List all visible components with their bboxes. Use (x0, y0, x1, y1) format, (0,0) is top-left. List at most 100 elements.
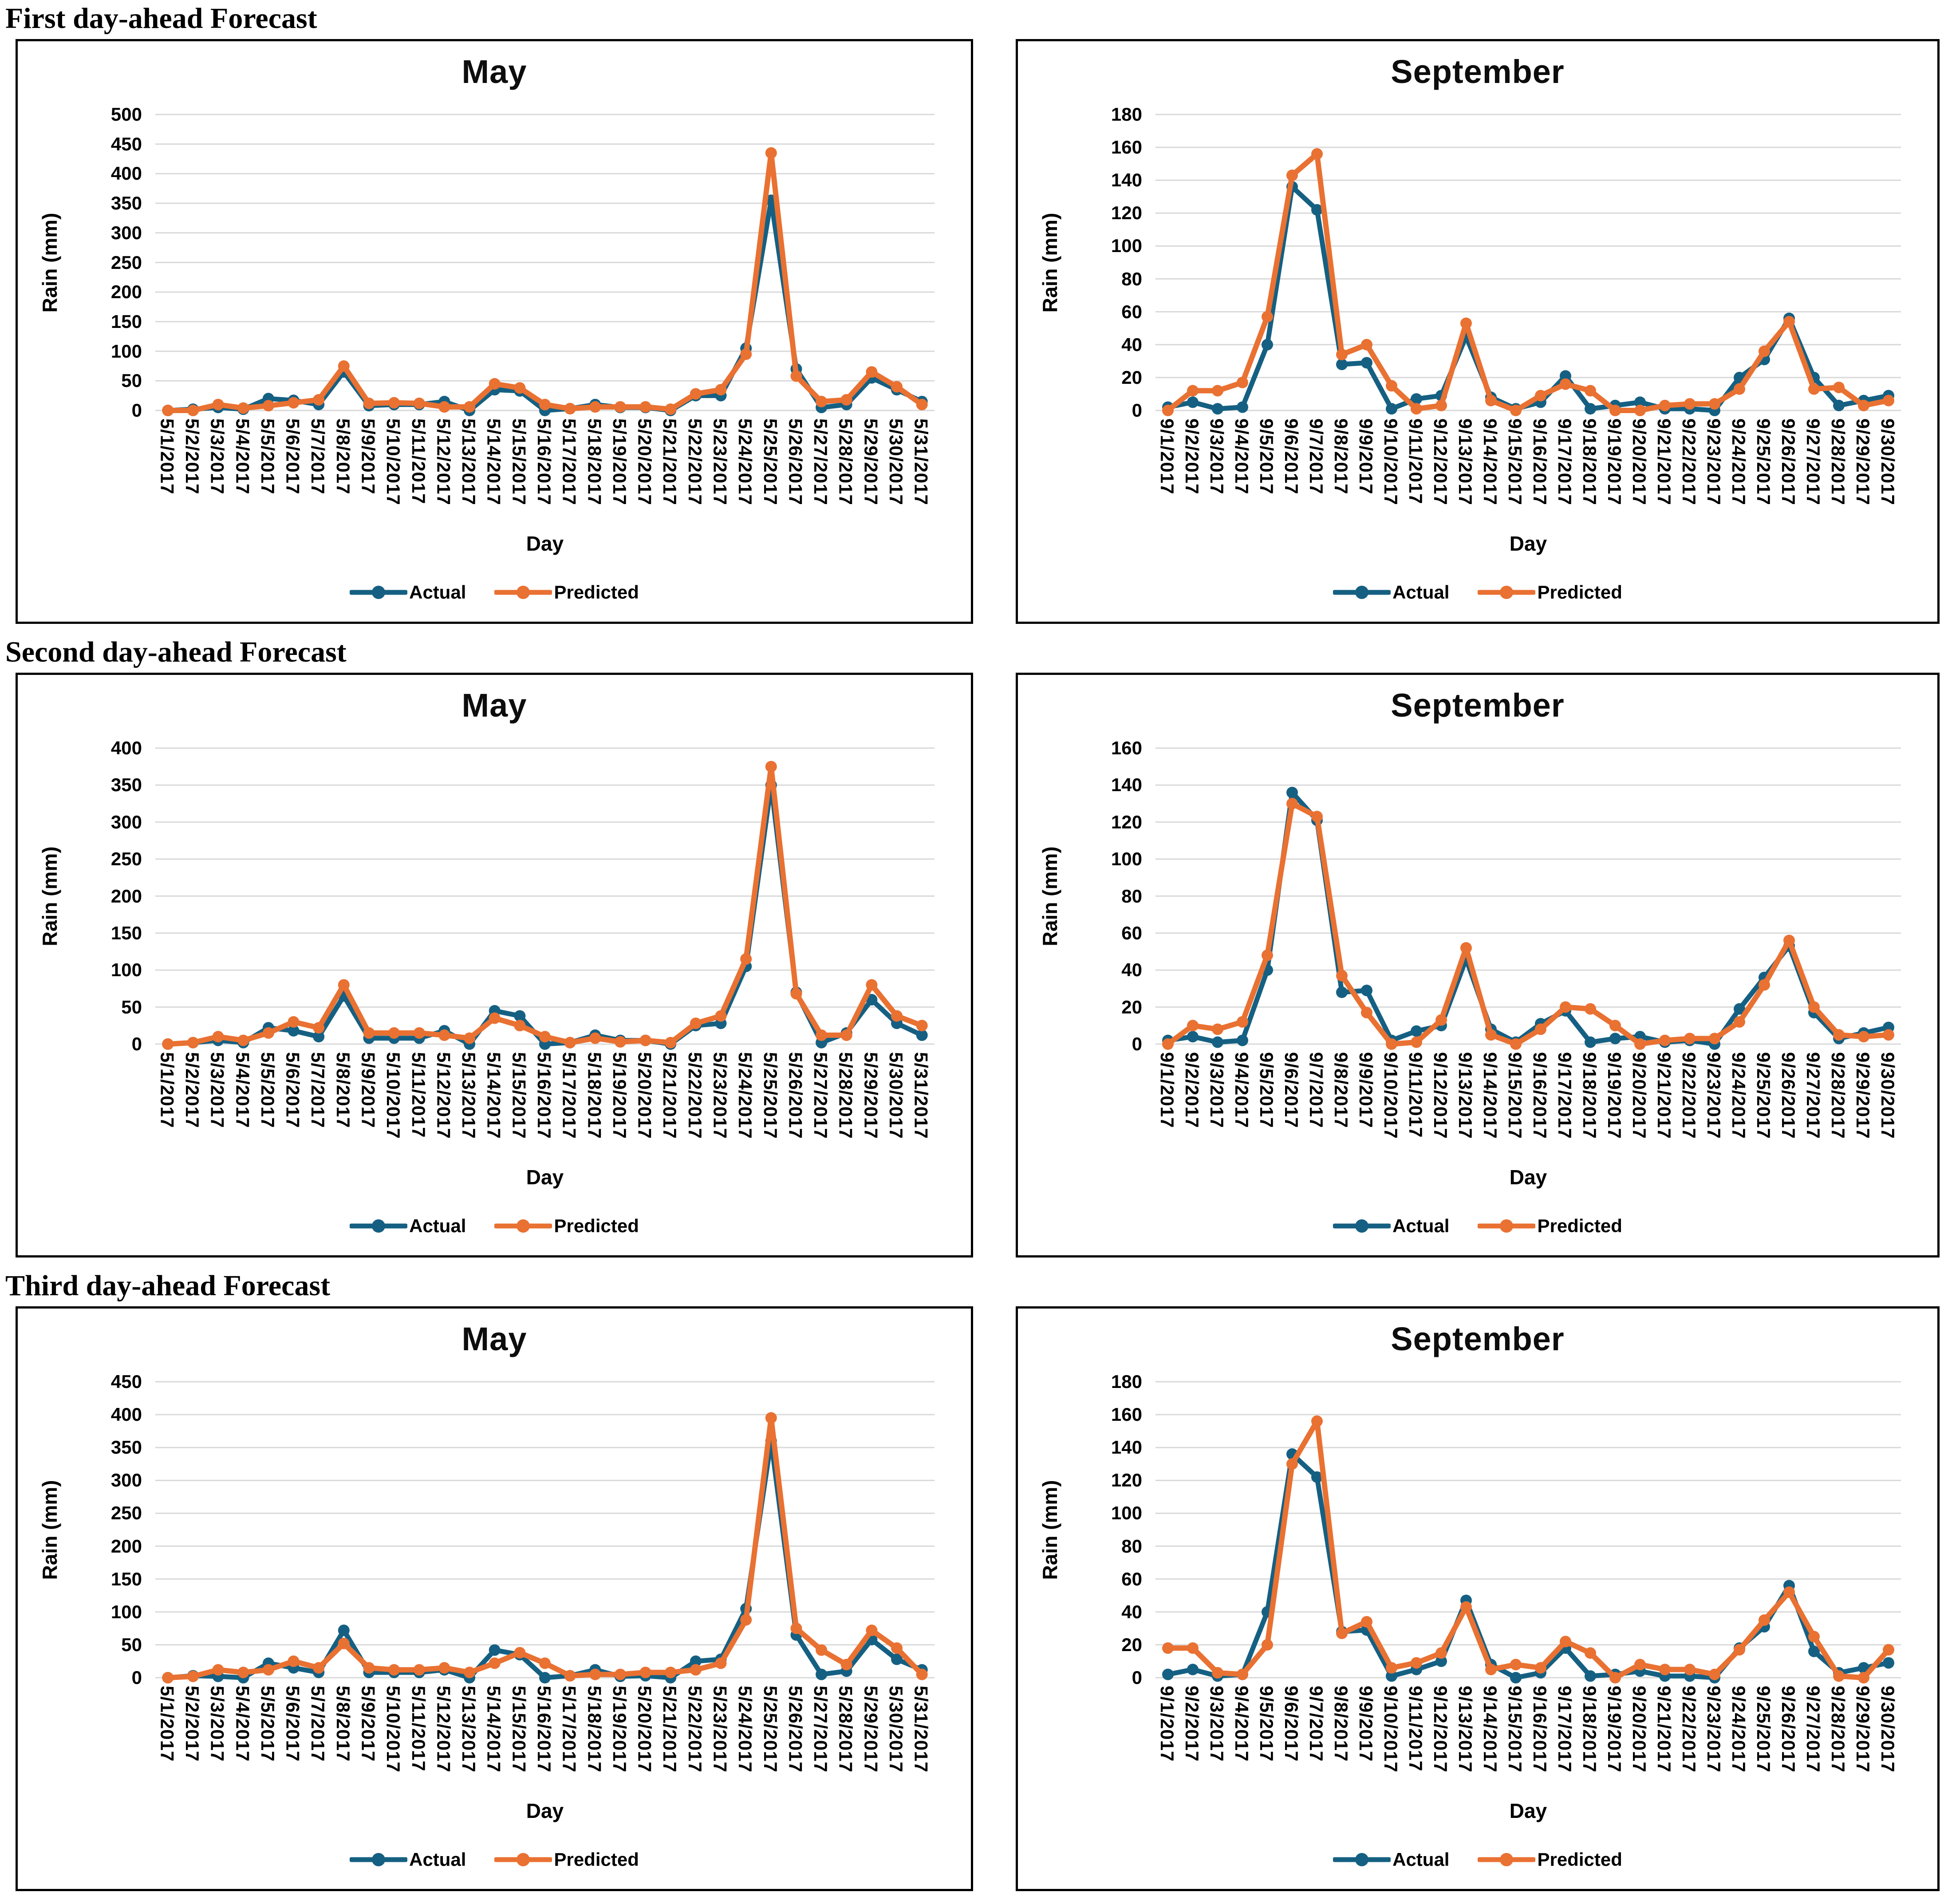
x-tick-label: 9/1/2017 (1157, 418, 1178, 495)
x-tick-label: 9/18/2017 (1579, 418, 1600, 505)
data-point-marker (1858, 1672, 1869, 1683)
x-tick-label: 5/28/2017 (835, 1686, 856, 1773)
y-tick-label: 50 (121, 370, 142, 391)
y-tick-label: 60 (1121, 301, 1142, 322)
y-tick-label: 500 (110, 104, 142, 125)
x-tick-label: 9/8/2017 (1331, 1686, 1352, 1762)
data-point-marker (1411, 403, 1422, 415)
forecast-section-second: Second day-ahead Forecast May 0 50 100 150 20… (0, 635, 1944, 1258)
data-point-marker (489, 378, 501, 390)
legend-marker-icon (494, 1853, 552, 1866)
x-tick-label: 9/17/2017 (1554, 1686, 1575, 1773)
chart-title: September (1391, 687, 1565, 724)
plot-area (155, 1381, 935, 1683)
x-tick-label: 5/20/2017 (634, 1686, 655, 1773)
x-tick-label: 9/2/2017 (1182, 418, 1203, 495)
data-point-marker (1808, 1631, 1820, 1643)
x-tick-label: 9/30/2017 (1877, 418, 1898, 505)
data-point-marker (288, 1025, 300, 1037)
data-point-marker (690, 1655, 702, 1667)
y-axis-label: Rain (mm) (38, 1480, 61, 1580)
data-point-marker (388, 1027, 400, 1039)
data-point-marker (237, 1667, 249, 1679)
y-axis-label: Rain (mm) (38, 846, 61, 946)
data-point-marker (564, 1670, 576, 1682)
data-point-marker (916, 398, 928, 410)
legend-label: Actual (1392, 1849, 1450, 1870)
x-tick-label: 9/16/2017 (1530, 1052, 1550, 1139)
data-point-marker (514, 1647, 526, 1659)
plot-area (155, 114, 935, 416)
y-tick-label: 400 (110, 737, 142, 758)
data-point-marker (1336, 1628, 1348, 1639)
x-tick-label: 9/27/2017 (1803, 418, 1824, 505)
x-tick-label: 9/9/2017 (1356, 1052, 1376, 1128)
x-tick-label: 5/2/2017 (181, 418, 203, 495)
y-tick-label: 60 (1121, 922, 1142, 943)
data-point-marker (363, 1662, 375, 1674)
legend-item-actual: Actual (350, 1849, 466, 1870)
y-axis-label: Rain (mm) (1038, 1480, 1061, 1580)
x-tick-label: 5/3/2017 (207, 1686, 228, 1762)
data-point-marker (665, 403, 677, 415)
y-tick-label: 120 (1111, 1470, 1142, 1491)
data-point-marker (866, 366, 878, 378)
data-point-marker (1435, 399, 1447, 411)
y-tick-label: 0 (1132, 400, 1142, 421)
data-point-marker (740, 953, 752, 965)
data-point-marker (489, 1657, 501, 1669)
y-tick-label: 0 (131, 400, 142, 421)
x-tick-label: 5/11/2017 (408, 1052, 429, 1138)
y-axis-label: Rain (mm) (38, 213, 61, 312)
data-point-marker (639, 1667, 651, 1679)
data-point-marker (614, 1036, 626, 1048)
x-tick-label: 5/22/2017 (684, 1686, 706, 1773)
data-point-marker (1609, 1033, 1621, 1045)
series-line-predicted (1165, 151, 1891, 413)
legend-marker-icon (350, 586, 408, 599)
x-tick-label: 5/3/2017 (207, 1052, 228, 1128)
y-tick-label: 80 (1121, 268, 1142, 289)
data-point-marker (1883, 1029, 1894, 1041)
x-tick-label: 9/22/2017 (1679, 1052, 1700, 1139)
x-tick-label: 5/9/2017 (358, 418, 379, 495)
data-point-marker (916, 1020, 928, 1032)
data-point-marker (1435, 1655, 1447, 1667)
y-tick-label: 160 (1111, 737, 1142, 758)
x-tick-label: 9/13/2017 (1455, 1686, 1476, 1773)
data-point-marker (388, 397, 400, 409)
y-tick-label: 140 (1111, 170, 1142, 191)
legend-marker-icon (1478, 586, 1536, 599)
data-point-marker (1212, 403, 1223, 415)
y-tick-label: 80 (1121, 1535, 1142, 1557)
data-point-marker (1311, 204, 1323, 216)
x-tick-label: 5/25/2017 (760, 1052, 781, 1139)
plot-area (1155, 747, 1901, 1050)
data-point-marker (1336, 349, 1348, 360)
panel-row: May 0 50 100 150 200 250 300 350 400 450 500 5/1/201… (16, 39, 1944, 624)
y-tick-label: 160 (1111, 137, 1142, 158)
data-point-marker (1237, 1016, 1248, 1028)
x-tick-label: 5/27/2017 (810, 1686, 832, 1773)
y-tick-label: 100 (110, 340, 142, 362)
x-tick-label: 9/24/2017 (1728, 1686, 1749, 1773)
data-point-marker (1411, 393, 1422, 405)
chart-title: September (1391, 1321, 1565, 1357)
x-tick-label: 5/17/2017 (559, 1686, 580, 1773)
data-point-marker (1585, 1003, 1596, 1015)
data-point-marker (1585, 385, 1596, 397)
x-tick-label: 5/3/2017 (207, 418, 228, 495)
data-point-marker (162, 405, 174, 416)
chart-panel-september-first: September 0 20 40 60 80 100 120 140 160 180 9/1/201… (1016, 39, 1940, 624)
data-point-marker (413, 1664, 425, 1676)
y-tick-label: 0 (131, 1033, 142, 1054)
section-title: Second day-ahead Forecast (5, 636, 347, 668)
panel-row: May 0 50 100 150 200 250 300 350 400 450 5/1/2017 5/… (16, 1306, 1944, 1891)
data-point-marker (1659, 1034, 1671, 1046)
x-tick-label: 9/20/2017 (1629, 1052, 1650, 1139)
data-point-marker (1883, 1657, 1894, 1669)
data-point-marker (1585, 1647, 1596, 1659)
data-point-marker (338, 1637, 350, 1649)
data-point-marker (1783, 1586, 1795, 1598)
x-tick-label: 5/31/2017 (911, 418, 932, 505)
